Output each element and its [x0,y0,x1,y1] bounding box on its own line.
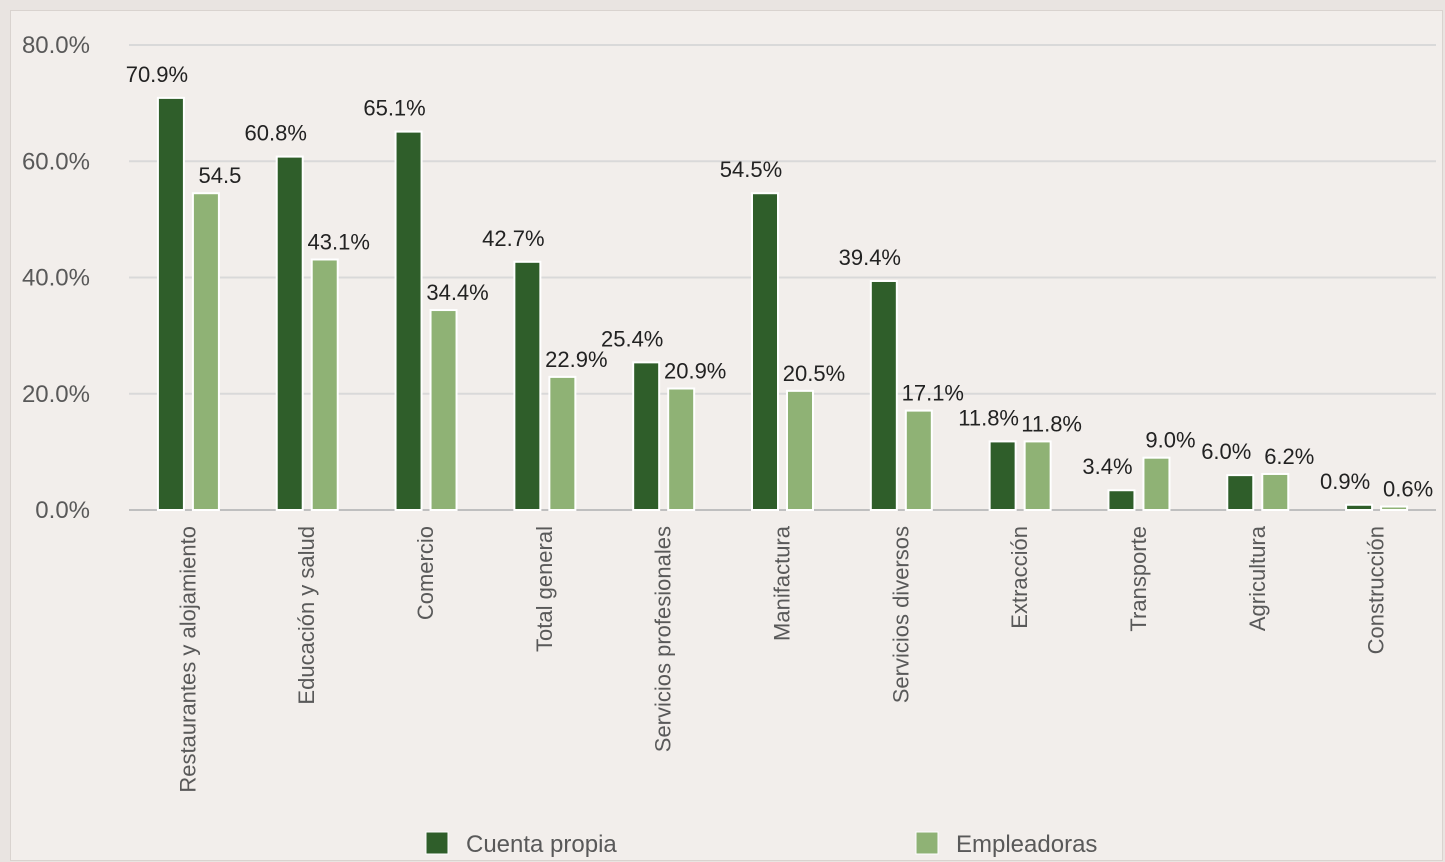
bar-empleadoras [1023,440,1052,512]
bar-chart: 0.0% 20.0% 40.0% 60.0% 80.0% 70.9% 54.560.8% 4… [22,32,1436,858]
legend-label: Empleadoras [956,831,1097,858]
bar-empleadoras [191,192,220,511]
bar-cuenta-propia [275,155,304,511]
data-label: 0.6% [1383,477,1433,502]
y-tick-label: 0.0% [35,497,90,524]
bars [156,96,1409,512]
bar-empleadoras [786,389,814,511]
y-tick-label: 80.0% [22,32,90,59]
data-label: 39.4% [839,245,901,270]
legend-swatch [425,831,449,855]
bar-empleadoras [429,309,458,511]
data-label: 65.1% [363,96,425,121]
bar-cuenta-propia [394,130,423,511]
data-label: 54.5% [720,157,782,182]
gridlines [129,44,1436,511]
data-label: 22.9% [545,347,607,372]
data-label: 34.4% [426,280,488,305]
bar-empleadoras [1380,505,1409,512]
data-label: 60.8% [245,121,307,146]
data-label: 20.9% [664,359,726,384]
y-tick-label: 60.0% [22,148,90,175]
bar-cuenta-propia [1226,474,1255,511]
y-axis-ticks: 0.0% 20.0% 40.0% 60.0% 80.0% [22,32,90,524]
chart-frame: 0.0% 20.0% 40.0% 60.0% 80.0% 70.9% 54.5 60.8% 4… [10,10,1443,861]
x-axis-categories: Restaurantes y alojamiento Educación y sa… [175,525,1388,792]
bar-cuenta-propia [1345,503,1374,511]
x-category-label: Construcción [1364,526,1389,654]
data-labels: 70.9%54.560.8%43.1%65.1%34.4%42.7%22.9%2… [126,62,1433,502]
bar-cuenta-propia [156,96,185,512]
legend-label: Cuenta propia [466,831,617,858]
x-category-label: Transporte [1126,526,1151,632]
legend-swatch [915,831,939,855]
bar-cuenta-propia [632,361,661,511]
data-label: 6.2% [1264,444,1314,469]
data-label: 9.0% [1145,428,1195,453]
bar-empleadoras [904,409,933,512]
data-label: 3.4% [1082,454,1132,479]
data-label: 11.8% [958,405,1019,430]
data-label: 20.5% [783,361,845,386]
data-label: 0.9% [1320,469,1370,494]
bar-empleadoras [548,375,577,511]
x-category-label: Educación y salud [294,526,319,705]
bar-empleadoras [1142,456,1171,511]
x-category-label: Extracción [1007,526,1032,629]
data-label: 17.1% [902,381,964,406]
bar-empleadoras [310,258,339,511]
bar-cuenta-propia [513,260,542,511]
data-label: 6.0% [1201,439,1251,464]
data-label: 70.9% [126,62,188,87]
data-label: 54.5 [198,163,241,188]
x-category-label: Restaurantes y alojamiento [175,526,200,793]
bar-empleadoras [1261,472,1290,511]
y-tick-label: 20.0% [22,381,90,408]
bar-cuenta-propia [988,440,1017,512]
y-tick-label: 40.0% [22,265,90,292]
bar-empleadoras [667,387,696,511]
x-category-label: Comercio [413,526,438,620]
x-category-label: Agricultura [1245,525,1270,631]
data-label: 42.7% [482,226,544,251]
bar-cuenta-propia [869,279,898,511]
data-label: 11.8% [1021,411,1082,436]
legend: Cuenta propia Empleadoras [425,831,1097,858]
x-category-label: Manifactura [770,525,795,641]
data-label: 25.4% [601,326,663,351]
x-category-label: Total general [532,526,557,652]
data-label: 43.1% [308,229,370,254]
bar-cuenta-propia [751,192,779,511]
bar-cuenta-propia [1107,489,1136,511]
x-category-label: Servicios profesionales [651,526,676,752]
x-category-label: Servicios diversos [888,526,913,703]
